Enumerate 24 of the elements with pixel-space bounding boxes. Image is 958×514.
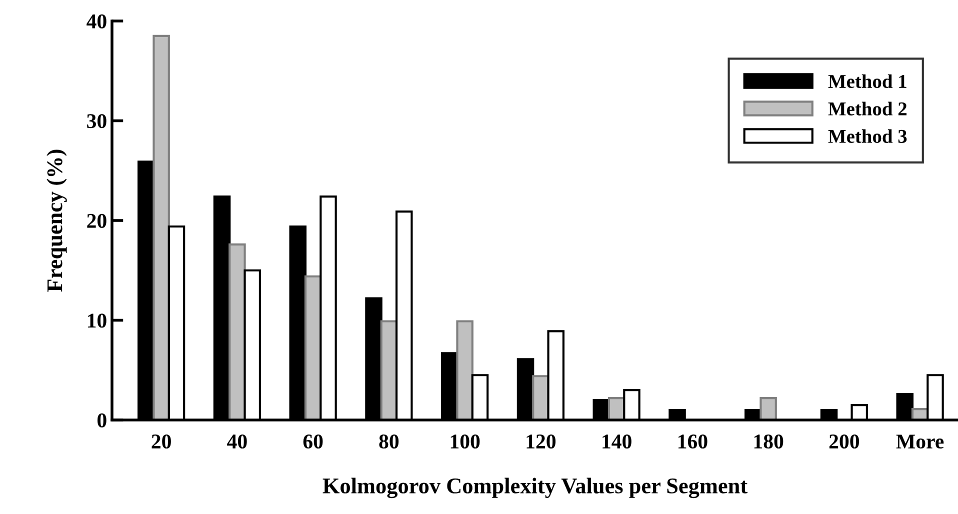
x-tick-label: More [896,434,944,449]
x-tick-label: 180 [754,434,784,449]
legend-label: Method 1 [828,74,906,88]
x-tick-label: 20 [152,434,171,449]
x-tick-label: 120 [526,434,556,449]
legend-label: Method 3 [828,129,907,143]
legend-label: Method 2 [828,102,907,116]
x-tick-label: 60 [303,434,323,449]
bar [760,397,777,420]
x-tick-label: 40 [227,434,247,449]
y-tick-label: 10 [88,314,106,328]
x-axis-title: Kolmogorov Complexity Values per Segment [322,478,748,498]
x-tick-label: 80 [379,434,399,449]
y-tick-label: 20 [87,214,106,228]
y-tick-label: 40 [86,14,106,28]
bar [456,320,474,420]
y-tick-label: 0 [98,413,106,428]
x-tick-label: 200 [829,434,860,449]
y-tick-label: 30 [87,114,106,128]
x-tick-label: 140 [602,434,632,449]
x-tick-label: 160 [678,434,708,449]
bar [152,34,170,420]
y-axis-title: Frequency (%) [46,150,67,292]
x-tick-label: 100 [450,434,480,449]
